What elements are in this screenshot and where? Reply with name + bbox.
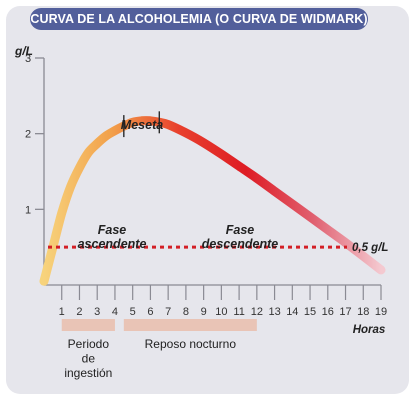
x-tick-label-3: 3: [94, 306, 100, 318]
x-tick-label-13: 13: [268, 306, 280, 318]
x-tick-label-14: 14: [286, 306, 298, 318]
descending-phase-label-2: descendente: [202, 237, 278, 251]
period-band-1: [61, 319, 115, 331]
reference-line-label: 0,5 g/L: [352, 242, 388, 254]
x-tick-label-9: 9: [201, 306, 207, 318]
x-tick-label-19: 19: [375, 306, 387, 318]
period-band-2: [123, 319, 257, 331]
plateau-label: Meseta: [121, 118, 163, 132]
x-tick-label-17: 17: [339, 306, 351, 318]
descending-phase-label-1: Fase: [226, 223, 255, 237]
x-tick-label-6: 6: [147, 306, 153, 318]
x-tick-label-10: 10: [215, 306, 227, 318]
x-tick-label-1: 1: [59, 306, 65, 318]
alcohol-curve: [39, 116, 386, 286]
x-tick-label-12: 12: [251, 306, 263, 318]
y-tick-label-3: 3: [25, 53, 31, 65]
period-label-1-line-2: de: [82, 352, 96, 366]
x-tick-label-18: 18: [357, 306, 369, 318]
y-tick-label-1: 1: [25, 204, 31, 216]
x-tick-label-7: 7: [165, 306, 171, 318]
x-tick-label-15: 15: [304, 306, 316, 318]
y-axis-label: g/L: [14, 44, 33, 58]
period-label-1-line-1: Periodo: [68, 337, 110, 351]
x-tick-label-8: 8: [183, 306, 189, 318]
ascending-phase-label-1: Fase: [98, 223, 127, 237]
x-tick-label-2: 2: [76, 306, 82, 318]
reference-layer: 0,5 g/L: [48, 242, 388, 254]
chart-title: CURVA DE LA ALCOHOLEMIA (O CURVA DE WIDM…: [30, 8, 368, 30]
x-tick-label-11: 11: [233, 306, 244, 318]
x-tick-label-16: 16: [322, 306, 334, 318]
x-tick-label-5: 5: [130, 306, 136, 318]
ascending-phase-label-2: ascendente: [78, 237, 147, 251]
x-tick-label-4: 4: [112, 306, 118, 318]
period-label-1-line-3: ingestión: [64, 366, 112, 380]
period-label-2-line-1: Reposo nocturno: [145, 337, 237, 351]
curve-layer: [39, 111, 386, 286]
y-tick-label-2: 2: [25, 129, 31, 141]
x-axis-label: Horas: [353, 324, 386, 336]
